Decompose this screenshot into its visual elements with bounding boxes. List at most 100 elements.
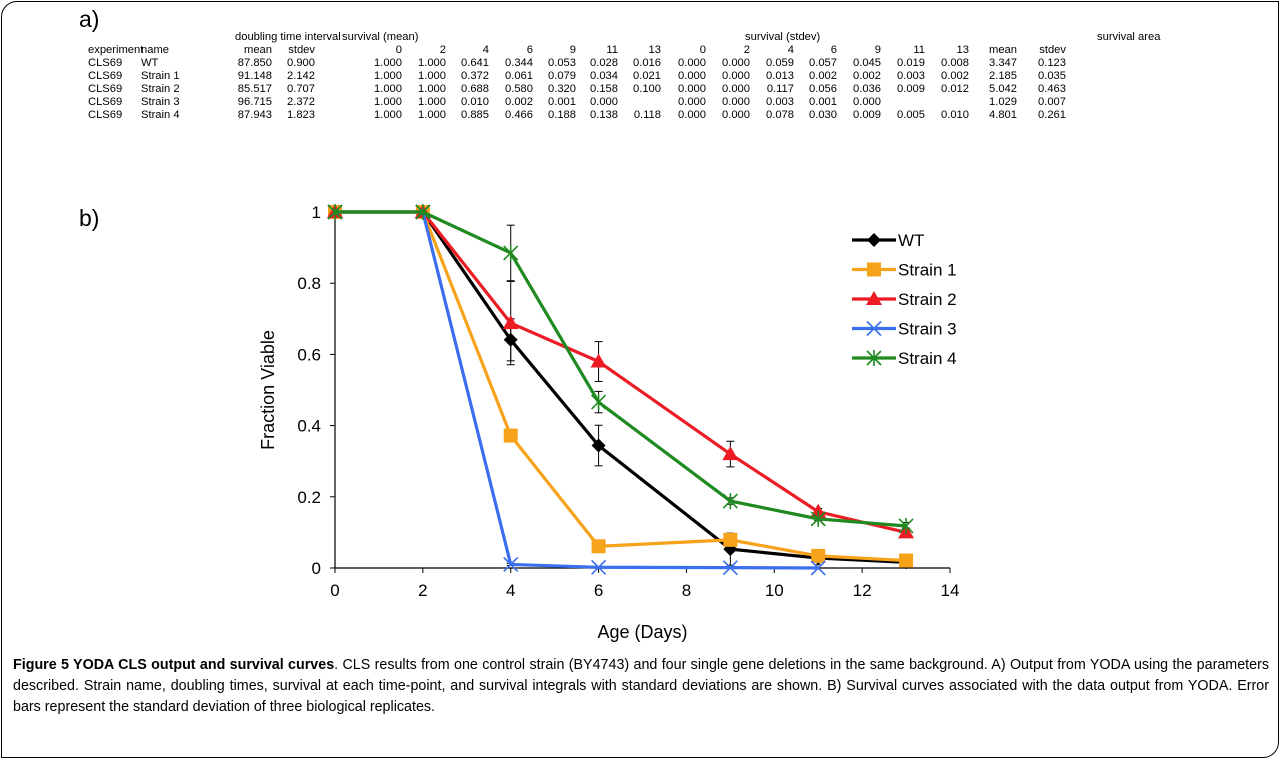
column-header: 4 bbox=[482, 44, 489, 56]
table-cell: 87.943 bbox=[237, 109, 272, 121]
table-cell: 0.000 bbox=[678, 96, 706, 108]
legend-label: Strain 2 bbox=[898, 290, 957, 309]
x-tick-label: 0 bbox=[330, 581, 339, 600]
x-tick-label: 6 bbox=[594, 581, 603, 600]
table-cell: 0.000 bbox=[678, 70, 706, 82]
table-cell: CLS69 bbox=[88, 109, 123, 121]
table-cell: 0.008 bbox=[941, 57, 969, 69]
data-point bbox=[503, 332, 518, 347]
table-cell: 0.003 bbox=[766, 96, 794, 108]
legend-label: Strain 1 bbox=[898, 261, 957, 280]
data-point bbox=[722, 560, 738, 576]
survival-chart: 0 2 4 6 8 10 12 14 0 0.2 0.4 0.6 0.8 1 Age (Days) Fract… bbox=[258, 203, 960, 642]
table-cell: CLS69 bbox=[88, 57, 123, 69]
data-point bbox=[327, 204, 343, 220]
data-point bbox=[810, 560, 826, 576]
column-header: 9 bbox=[569, 44, 576, 56]
table-cell: 0.002 bbox=[941, 70, 969, 82]
table-cell: 0.885 bbox=[461, 109, 489, 121]
data-point bbox=[502, 315, 519, 330]
table-cell: 96.715 bbox=[237, 96, 272, 108]
table-cell: 2.185 bbox=[989, 70, 1017, 82]
series-line-strain-4 bbox=[335, 210, 907, 528]
data-point bbox=[591, 394, 607, 411]
header-survival-area: survival area bbox=[1097, 31, 1161, 43]
table-cell: 0.053 bbox=[548, 57, 576, 69]
legend-label: WT bbox=[898, 231, 924, 250]
table-cell: 5.042 bbox=[989, 83, 1017, 95]
table-cell: 0.123 bbox=[1038, 57, 1066, 69]
table-cell: 0.118 bbox=[633, 109, 661, 121]
table-cell: 0.079 bbox=[548, 70, 576, 82]
table-cell: 0.707 bbox=[287, 83, 315, 95]
table-cell: 0.002 bbox=[853, 70, 881, 82]
legend-marker bbox=[867, 233, 881, 247]
table-cell: 1.000 bbox=[418, 96, 446, 108]
table-cell: 0.021 bbox=[633, 70, 661, 82]
figure-caption: Figure 5 YODA CLS output and survival cu… bbox=[13, 655, 1269, 718]
x-tick-label: 8 bbox=[682, 581, 691, 600]
x-tick-label: 14 bbox=[941, 581, 960, 600]
table-cell: Strain 3 bbox=[141, 96, 180, 108]
table-cell: 1.000 bbox=[418, 109, 446, 121]
table-cell: 0.016 bbox=[633, 57, 661, 69]
caption-title: Figure 5 YODA CLS output and survival cu… bbox=[13, 657, 335, 673]
table-cell: 0.466 bbox=[505, 109, 533, 121]
column-header: 11 bbox=[913, 44, 925, 56]
table-cell: 0.059 bbox=[766, 57, 794, 69]
table-cell: 0.261 bbox=[1038, 109, 1066, 121]
table-cell: 1.000 bbox=[374, 109, 402, 121]
data-point bbox=[811, 548, 826, 563]
table-cell: 0.034 bbox=[590, 70, 618, 82]
column-header: 0 bbox=[699, 44, 706, 56]
table-cell: 0.372 bbox=[461, 70, 489, 82]
table-cell: 0.009 bbox=[897, 83, 925, 95]
table-cell: 1.000 bbox=[374, 57, 402, 69]
table-cell: CLS69 bbox=[88, 96, 123, 108]
table-cell: WT bbox=[141, 57, 159, 69]
table-cell: 0.000 bbox=[722, 57, 750, 69]
table-cell: 1.000 bbox=[374, 96, 402, 108]
table-cell: 0.056 bbox=[809, 83, 837, 95]
data-point bbox=[722, 446, 739, 461]
column-header: 0 bbox=[395, 44, 402, 56]
column-header: 11 bbox=[606, 44, 618, 56]
data-point bbox=[591, 559, 607, 575]
table-cell: 0.158 bbox=[590, 83, 618, 95]
table-cell: 1.000 bbox=[418, 83, 446, 95]
data-point bbox=[899, 553, 914, 568]
table-cell: CLS69 bbox=[88, 70, 123, 82]
column-header: stdev bbox=[288, 44, 315, 56]
table-cell: 0.010 bbox=[461, 96, 489, 108]
table-cell: 0.344 bbox=[505, 57, 533, 69]
table-cell: 87.850 bbox=[237, 57, 272, 69]
legend-label: Strain 3 bbox=[898, 320, 957, 339]
table-cell: 0.061 bbox=[505, 70, 533, 82]
table-cell: 0.463 bbox=[1038, 83, 1066, 95]
legend-marker bbox=[866, 320, 882, 337]
table-cell: 4.801 bbox=[989, 109, 1017, 121]
x-tick-label: 2 bbox=[418, 581, 427, 600]
table-cell: 0.000 bbox=[722, 83, 750, 95]
y-tick-label: 1 bbox=[312, 203, 321, 222]
column-header: 4 bbox=[787, 44, 794, 56]
legend-marker bbox=[866, 291, 882, 305]
column-header: 6 bbox=[526, 44, 533, 56]
column-header: experiment bbox=[88, 44, 144, 56]
table-cell: 0.000 bbox=[678, 109, 706, 121]
table-cell: 0.003 bbox=[897, 70, 925, 82]
column-header: 9 bbox=[874, 44, 881, 56]
panel-b-label: b) bbox=[79, 205, 100, 231]
table-cell: 0.000 bbox=[590, 96, 618, 108]
column-header: mean bbox=[244, 44, 272, 56]
table-cell: 0.188 bbox=[548, 109, 576, 121]
series-line-strain-2 bbox=[335, 210, 907, 534]
x-tick-label: 10 bbox=[765, 581, 784, 600]
legend-label: Strain 4 bbox=[898, 349, 957, 368]
y-tick-label: 0.6 bbox=[297, 345, 321, 364]
data-point bbox=[503, 556, 519, 573]
table-cell: Strain 1 bbox=[141, 70, 180, 82]
table-cell: 0.045 bbox=[853, 57, 881, 69]
y-tick-label: 0 bbox=[312, 559, 321, 578]
